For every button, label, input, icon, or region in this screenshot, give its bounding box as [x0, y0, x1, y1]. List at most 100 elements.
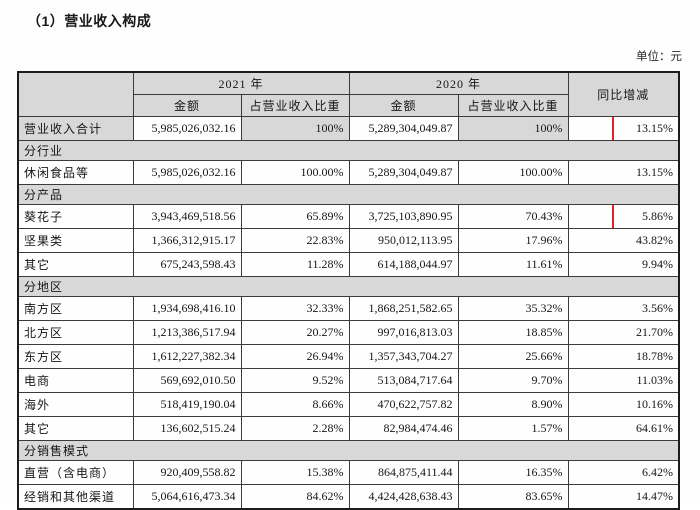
- row-label-cell: 南方区: [17, 296, 134, 321]
- table-header: 2021 年 2020 年 同比增减 金额 占营业收入比重 金额 占营业收入比重: [17, 71, 680, 117]
- amount-2020-cell: 3,725,103,890.95: [348, 204, 459, 229]
- amount-2020-cell: 864,875,411.44: [348, 460, 459, 485]
- amount-2020-cell: 470,622,757.82: [348, 392, 459, 417]
- table-row: 葵花子 3,943,469,518.56 65.89% 3,725,103,890.9…: [17, 204, 680, 229]
- amount-2020-cell: 82,984,474.46: [348, 416, 459, 441]
- table-row: 南方区 1,934,698,416.10 32.33% 1,868,251,582.6…: [17, 296, 680, 321]
- share-2020-cell: 11.61%: [457, 252, 569, 277]
- yoy-highlight-box: [612, 117, 679, 140]
- table-row: 北方区 1,213,386,517.94 20.27% 997,016,813.03 1…: [17, 320, 680, 345]
- share-2020-cell: 25.66%: [457, 344, 569, 369]
- share-2020-cell: 83.65%: [457, 484, 569, 510]
- amount-2021-cell: 1,934,698,416.10: [132, 296, 242, 321]
- amount-2021-cell: 1,612,227,382.34: [132, 344, 242, 369]
- amount-2021-cell: 1,213,386,517.94: [132, 320, 242, 345]
- share-2021-cell: 11.28%: [240, 252, 350, 277]
- share-2021-cell: 15.38%: [240, 460, 350, 485]
- table-row: 营业收入合计 5,985,026,032.16 100% 5,289,304,049.…: [17, 116, 680, 141]
- row-label-cell: 北方区: [17, 320, 134, 345]
- section-header-row: 分地区: [17, 276, 680, 297]
- yoy-cell: 14.47%: [567, 484, 680, 510]
- table-row: 电商 569,692,010.50 9.52% 513,084,717.64 9.70%…: [17, 368, 680, 393]
- share-2021-cell: 20.27%: [240, 320, 350, 345]
- share-2021-cell: 65.89%: [240, 204, 350, 229]
- row-label-cell: 东方区: [17, 344, 134, 369]
- share-2020-cell: 70.43%: [457, 204, 569, 229]
- amount-2021-cell: 920,409,558.82: [132, 460, 242, 485]
- amount-2021-cell: 5,064,616,473.34: [132, 484, 242, 510]
- row-label-cell: 坚果类: [17, 228, 134, 253]
- amount-2020-cell: 513,084,717.64: [348, 368, 459, 393]
- row-label-cell: 其它: [17, 252, 134, 277]
- share-2020-cell: 100%: [457, 116, 569, 141]
- section-header-row: 分销售模式: [17, 440, 680, 461]
- share-2021-cell: 100%: [240, 116, 350, 141]
- yoy-cell: 13.15%: [567, 116, 680, 141]
- row-label-cell: 休闲食品等: [17, 160, 134, 185]
- page-title: （1）营业收入构成: [27, 13, 152, 29]
- table-row: 东方区 1,612,227,382.34 26.94% 1,357,343,704.2…: [17, 344, 680, 369]
- row-label-cell: 其它: [17, 416, 134, 441]
- header-yoy: 同比增减: [567, 71, 680, 117]
- amount-2020-cell: 1,868,251,582.65: [348, 296, 459, 321]
- row-label-cell: 海外: [17, 392, 134, 417]
- share-2020-cell: 100.00%: [457, 160, 569, 185]
- table-row: 其它 136,602,515.24 2.28% 82,984,474.46 1.57% 6…: [17, 416, 680, 441]
- yoy-cell: 5.86%: [567, 204, 680, 229]
- share-2020-cell: 35.32%: [457, 296, 569, 321]
- amount-2020-cell: 5,289,304,049.87: [348, 116, 459, 141]
- amount-2020-cell: 950,012,113.95: [348, 228, 459, 253]
- amount-2020-cell: 614,188,044.97: [348, 252, 459, 277]
- table-row: 其它 675,243,598.43 11.28% 614,188,044.97 11.6…: [17, 252, 680, 277]
- table-row: 坚果类 1,366,312,915.17 22.83% 950,012,113.95 1…: [17, 228, 680, 253]
- amount-2021-cell: 5,985,026,032.16: [132, 160, 242, 185]
- yoy-highlight-box: [612, 205, 679, 228]
- share-2021-cell: 8.66%: [240, 392, 350, 417]
- table-row: 休闲食品等 5,985,026,032.16 100.00% 5,289,304,04…: [17, 160, 680, 185]
- section-header-row: 分产品: [17, 184, 680, 205]
- header-row-years: 2021 年 2020 年 同比增减: [17, 71, 680, 117]
- section-label-cell: 分地区: [17, 276, 680, 297]
- amount-2021-cell: 136,602,515.24: [132, 416, 242, 441]
- share-2021-cell: 26.94%: [240, 344, 350, 369]
- unit-label: 单位：元: [636, 51, 682, 63]
- table-row: 经销和其他渠道 5,064,616,473.34 84.62% 4,424,428,6…: [17, 484, 680, 510]
- yoy-cell: 43.82%: [567, 228, 680, 253]
- share-2021-cell: 2.28%: [240, 416, 350, 441]
- row-label-cell: 经销和其他渠道: [17, 484, 134, 510]
- row-label-cell: 直营（含电商）: [17, 460, 134, 485]
- share-2021-cell: 84.62%: [240, 484, 350, 510]
- header-share-2021: 占营业收入比重: [240, 94, 350, 117]
- row-label-cell: 营业收入合计: [17, 116, 134, 141]
- yoy-cell: 9.94%: [567, 252, 680, 277]
- section-header-row: 分行业: [17, 140, 680, 161]
- revenue-composition-table: 2021 年 2020 年 同比增减 金额 占营业收入比重 金额 占营业收入比重…: [17, 71, 681, 510]
- amount-2020-cell: 1,357,343,704.27: [348, 344, 459, 369]
- section-label-cell: 分行业: [17, 140, 680, 161]
- table-body: 营业收入合计 5,985,026,032.16 100% 5,289,304,049.…: [17, 116, 680, 510]
- yoy-cell: 64.61%: [567, 416, 680, 441]
- share-2020-cell: 8.90%: [457, 392, 569, 417]
- amount-2021-cell: 675,243,598.43: [132, 252, 242, 277]
- row-label-cell: 葵花子: [17, 204, 134, 229]
- amount-2021-cell: 569,692,010.50: [132, 368, 242, 393]
- amount-2020-cell: 997,016,813.03: [348, 320, 459, 345]
- share-2020-cell: 18.85%: [457, 320, 569, 345]
- row-label-cell: 电商: [17, 368, 134, 393]
- share-2021-cell: 32.33%: [240, 296, 350, 321]
- table-row: 海外 518,419,190.04 8.66% 470,622,757.82 8.90%…: [17, 392, 680, 417]
- header-row-measures: 金额 占营业收入比重 金额 占营业收入比重: [18, 94, 679, 117]
- header-share-2020: 占营业收入比重: [457, 94, 569, 117]
- yoy-cell: 18.78%: [567, 344, 680, 369]
- yoy-cell: 21.70%: [567, 320, 680, 345]
- header-year-2021: 2021 年: [132, 71, 350, 95]
- share-2020-cell: 16.35%: [457, 460, 569, 485]
- header-year-2020: 2020 年: [348, 71, 569, 95]
- header-amount-2020: 金额: [348, 94, 459, 117]
- amount-2021-cell: 5,985,026,032.16: [132, 116, 242, 141]
- amount-2021-cell: 1,366,312,915.17: [132, 228, 242, 253]
- header-blank-cell: [17, 71, 134, 117]
- share-2021-cell: 100.00%: [240, 160, 350, 185]
- yoy-cell: 10.16%: [567, 392, 680, 417]
